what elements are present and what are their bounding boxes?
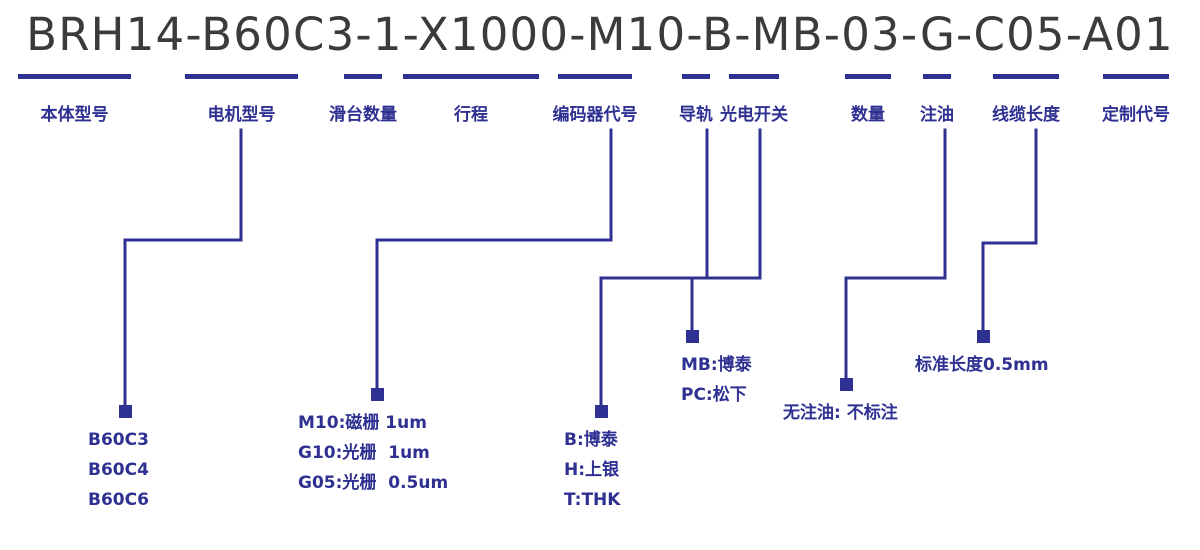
segment-label: 导轨	[679, 105, 713, 125]
callout-guide-rail: B:博泰 H:上银 T:THK	[564, 425, 620, 515]
callout-line: 标准长度0.5mm	[915, 355, 1049, 375]
segment-underline	[344, 74, 382, 79]
callout-oil-injection: 无注油: 不标注	[783, 398, 898, 428]
segment-underline	[682, 74, 710, 79]
callout-line: B60C3	[88, 430, 149, 450]
callout-photoelectric-switch: MB:博泰 PC:松下	[681, 350, 752, 410]
callout-encoder-code: M10:磁栅 1um G10:光栅 1um G05:光栅 0.5um	[298, 408, 448, 498]
callout-line: 无注油: 不标注	[783, 403, 898, 423]
callout-line: G05:光栅 0.5um	[298, 473, 449, 493]
callout-line: G10:光栅 1um	[298, 443, 430, 463]
segment-label: 数量	[851, 105, 885, 125]
callout-line: T:THK	[564, 490, 621, 510]
segment-label: 滑台数量	[329, 105, 397, 125]
segment-label: 光电开关	[720, 105, 788, 125]
segment-label: 定制代号	[1102, 105, 1170, 125]
callout-line: B60C6	[88, 490, 149, 510]
segment-underline	[18, 74, 131, 79]
segment-label: 编码器代号	[552, 105, 638, 125]
callout-body-model: B60C3 B60C4 B60C6	[88, 425, 149, 515]
segment-underline	[845, 74, 891, 79]
segment-underline	[558, 74, 632, 79]
segment-label: 线缆长度	[992, 105, 1060, 125]
segment-underline	[923, 74, 951, 79]
segment-underline	[403, 74, 539, 79]
callout-line: B60C4	[88, 460, 149, 480]
segment-label: 行程	[454, 105, 488, 125]
segment-underline	[993, 74, 1059, 79]
callout-cable-length: 标准长度0.5mm	[915, 350, 1049, 380]
segment-label: 电机型号	[207, 105, 276, 125]
segment-label: 注油	[920, 105, 954, 125]
callout-line: PC:松下	[681, 385, 747, 405]
part-number-title: BRH14-B60C3-1-X1000-M10-B-MB-03-G-C05-A0…	[26, 8, 1174, 61]
segment-underline	[185, 74, 298, 79]
callout-line: M10:磁栅 1um	[298, 413, 427, 433]
callout-line: MB:博泰	[681, 355, 752, 375]
callout-line: B:博泰	[564, 430, 618, 450]
segment-underline	[1103, 74, 1169, 79]
segment-underline	[729, 74, 779, 79]
segment-label: 本体型号	[40, 105, 109, 125]
callout-line: H:上银	[564, 460, 620, 480]
